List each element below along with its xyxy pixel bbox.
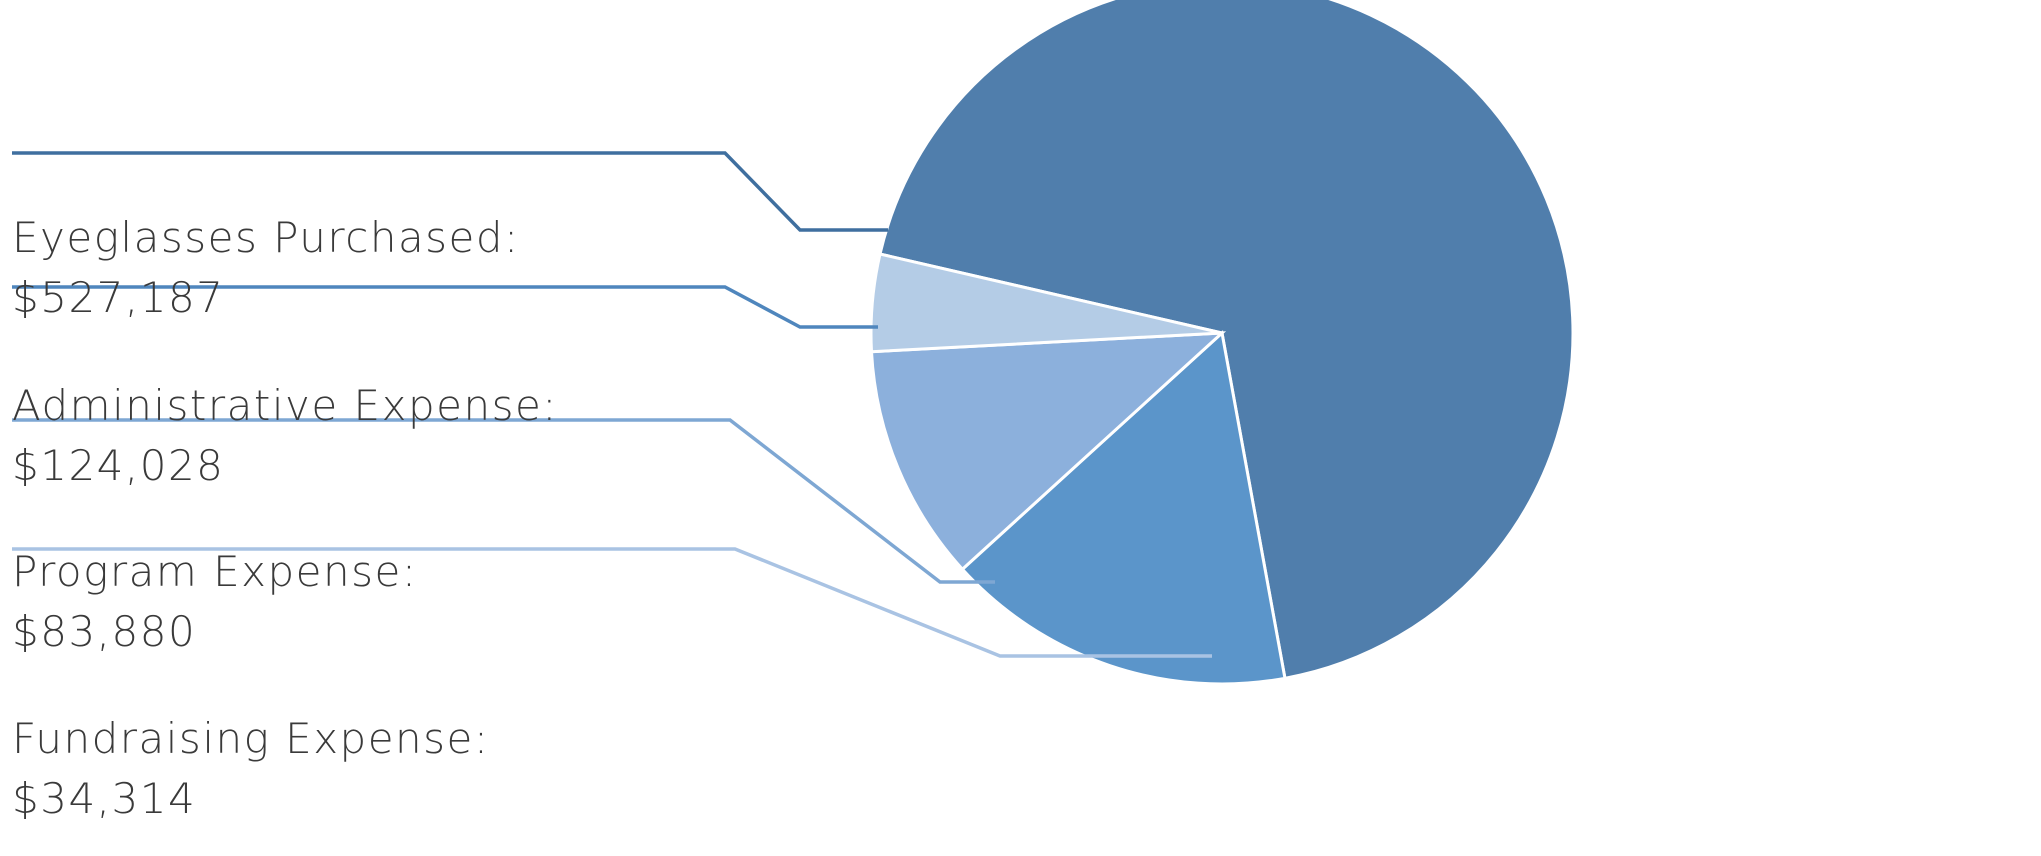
slice-value-fundraising: $34,314 [12,774,196,823]
slice-label-eyeglasses: Eyeglasses Purchased: [12,213,520,262]
pie-slice-fundraising [869,252,1223,354]
slice-value-program: $83,880 [12,607,196,656]
leader-line-administrative [12,285,878,329]
leader-line-fundraising [12,547,1212,658]
slice-value-administrative: $124,028 [12,441,224,490]
slice-label-program: Program Expense: [12,547,418,596]
legend-entry-fundraising: Fundraising Expense: $34,314 [12,714,490,823]
slice-value-eyeglasses: $527,187 [12,273,224,322]
leader-line-program [12,418,995,584]
pie-slices [869,0,1575,686]
pie-slice-eyeglasses [878,0,1575,681]
pie-slice-program [869,331,1227,572]
slice-label-administrative: Administrative Expense: [12,381,558,430]
legend-entry-program: Program Expense: $83,880 [12,547,418,656]
slice-label-fundraising: Fundraising Expense: [12,714,490,763]
pie-slice-administrative [960,330,1287,686]
legend-entry-eyeglasses: Eyeglasses Purchased: $527,187 [12,213,520,322]
leader-lines [12,151,1212,658]
legend-entry-administrative: Administrative Expense: $124,028 [12,381,558,490]
leader-line-eyeglasses [12,151,888,232]
